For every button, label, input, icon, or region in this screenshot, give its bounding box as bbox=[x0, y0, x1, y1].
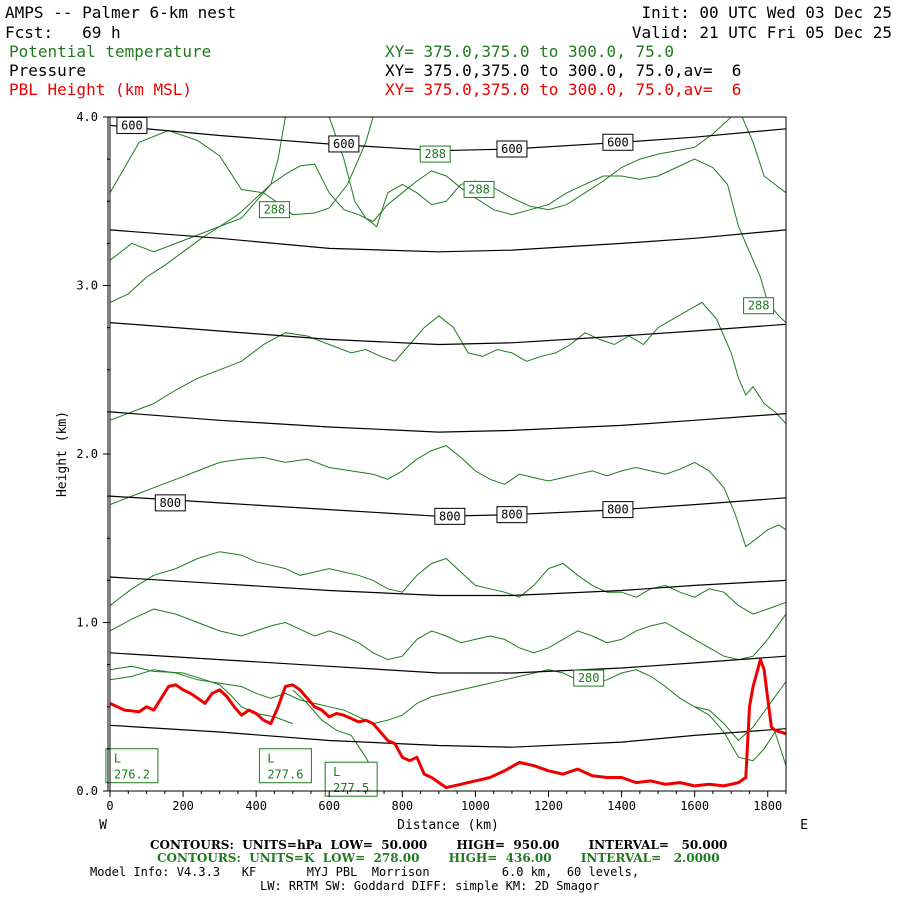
field-name-pbl: PBL Height (km MSL) bbox=[9, 80, 193, 99]
low-label-value-1: 277.6 bbox=[267, 768, 303, 782]
east-label: E bbox=[800, 818, 808, 833]
low-label-letter-1: L bbox=[267, 752, 274, 766]
theta-contour-0 bbox=[109, 665, 293, 725]
pressure-label-1: 600 bbox=[333, 137, 355, 151]
x-tick-label-0: 0 bbox=[106, 799, 113, 813]
footer-theta-contours: CONTOURS: UNITS=K LOW= 278.00 HIGH= 436.… bbox=[157, 851, 720, 865]
x-tick-label-9: 1800 bbox=[753, 799, 782, 813]
y-axis-label: Height (km) bbox=[55, 411, 70, 497]
theta-contour-1 bbox=[109, 116, 381, 216]
x-tick-label-7: 1400 bbox=[607, 799, 636, 813]
theta-contour-4 bbox=[109, 301, 787, 425]
theta-label-3-box bbox=[743, 297, 775, 315]
pressure-label-6-box bbox=[496, 506, 528, 524]
y-tick-label-0: 0.0 bbox=[76, 784, 98, 798]
footer-model-info: Model Info: V4.3.3 KF MYJ PBL Morrison 6… bbox=[90, 865, 640, 879]
pressure-label-5: 800 bbox=[439, 509, 461, 523]
init-time: Init: 00 UTC Wed 03 Dec 25 bbox=[641, 3, 892, 22]
theta-label-4: 280 bbox=[578, 671, 600, 685]
theta-contour-10 bbox=[694, 706, 787, 766]
y-tick-label-1: 1.0 bbox=[76, 616, 98, 630]
low-label-value-0: 276.2 bbox=[114, 768, 150, 782]
y-tick-label-4: 4.0 bbox=[76, 110, 98, 124]
pressure-label-4: 800 bbox=[159, 496, 181, 510]
field-name-pressure: Pressure bbox=[9, 61, 87, 80]
pbl-height-line-group bbox=[109, 658, 787, 790]
theta-label-4-box bbox=[573, 669, 605, 687]
y-tick-label-2: 2.0 bbox=[76, 447, 98, 461]
pressure-label-6: 800 bbox=[501, 508, 523, 522]
pressure-label-5-box bbox=[434, 507, 466, 525]
footer-pressure-contours: CONTOURS: UNITS=hPa LOW= 50.000 HIGH= 95… bbox=[150, 838, 728, 852]
field-xy-pressure: XY= 375.0,375.0 to 300.0, 75.0,av= 6 bbox=[385, 61, 742, 80]
pressure-label-7-box bbox=[602, 501, 634, 519]
model-title: AMPS -- Palmer 6-km nest bbox=[5, 3, 237, 22]
theta-label-0-box bbox=[419, 145, 451, 163]
theta-label-2-box bbox=[258, 201, 290, 219]
pressure-label-1-box bbox=[328, 135, 360, 153]
pressure-label-2-box bbox=[496, 140, 528, 158]
x-tick-label-6: 1200 bbox=[534, 799, 563, 813]
theta-contour-5 bbox=[109, 445, 787, 548]
footer-physics: LW: RRTM SW: Goddard DIFF: simple KM: 2D… bbox=[260, 879, 600, 893]
pressure-contour-800 bbox=[109, 495, 787, 517]
theta-contour-3 bbox=[109, 158, 787, 323]
forecast-hour: Fcst: 69 h bbox=[5, 23, 121, 42]
pressure-contours bbox=[109, 124, 787, 748]
pbl-height-line bbox=[109, 658, 787, 790]
low-label-value-2: 277.5 bbox=[333, 781, 369, 795]
pressure-contour-700 bbox=[109, 322, 787, 346]
pressure-contour-850 bbox=[109, 576, 787, 597]
theta-label-1-box bbox=[463, 180, 495, 198]
x-tick-label-3: 600 bbox=[318, 799, 340, 813]
pressure-label-2: 600 bbox=[501, 142, 523, 156]
pressure-label-7: 800 bbox=[607, 503, 629, 517]
pressure-label-4-box bbox=[154, 494, 186, 512]
contour-labels: 600 600 600 600 800 800 800 800 288 288 288 288 280 L… bbox=[105, 116, 775, 797]
x-tick-label-8: 1600 bbox=[680, 799, 709, 813]
x-axis-label: Distance (km) bbox=[397, 818, 499, 833]
tick-group: 0 200 400 600 800 1000 1200 1400 1600 1800 0.0 1.0 2… bbox=[76, 110, 787, 813]
axes bbox=[107, 116, 787, 792]
pressure-contour-600 bbox=[109, 124, 787, 152]
theta-contours bbox=[109, 116, 787, 778]
pressure-label-3-box bbox=[602, 133, 634, 151]
y-tick-label-3: 3.0 bbox=[76, 279, 98, 293]
theta-contour-9 bbox=[292, 689, 378, 778]
theta-label-2: 288 bbox=[264, 203, 286, 217]
pressure-contour-950 bbox=[109, 724, 787, 748]
plot-frame bbox=[109, 116, 787, 792]
low-label-letter-0: L bbox=[114, 752, 121, 766]
theta-label-1: 288 bbox=[468, 182, 490, 196]
x-tick-label-5: 1000 bbox=[461, 799, 490, 813]
pressure-label-3: 600 bbox=[607, 135, 629, 149]
pressure-contour-750 bbox=[109, 411, 787, 433]
theta-label-0: 288 bbox=[424, 147, 446, 161]
x-tick-label-2: 400 bbox=[245, 799, 267, 813]
x-tick-label-1: 200 bbox=[172, 799, 194, 813]
low-label-box-1 bbox=[258, 748, 312, 784]
theta-contour-7 bbox=[109, 608, 787, 661]
pressure-contour-650 bbox=[109, 229, 787, 253]
theta-contour-6 bbox=[109, 551, 787, 615]
field-name-theta: Potential temperature bbox=[9, 42, 212, 61]
low-label-box-0 bbox=[105, 748, 159, 784]
theta-contour-8 bbox=[109, 669, 787, 742]
x-tick-label-4: 800 bbox=[391, 799, 413, 813]
theta-contour-2 bbox=[109, 116, 787, 261]
field-xy-theta: XY= 375.0,375.0 to 300.0, 75.0 bbox=[385, 42, 674, 61]
pressure-contour-900 bbox=[109, 652, 787, 674]
valid-time: Valid: 21 UTC Fri 05 Dec 25 bbox=[631, 23, 892, 42]
theta-label-3: 288 bbox=[748, 299, 770, 313]
field-xy-pbl: XY= 375.0,375.0 to 300.0, 75.0,av= 6 bbox=[385, 80, 742, 99]
pressure-label-0: 600 bbox=[121, 118, 143, 132]
west-label: W bbox=[99, 818, 107, 833]
low-label-letter-2: L bbox=[333, 765, 340, 779]
